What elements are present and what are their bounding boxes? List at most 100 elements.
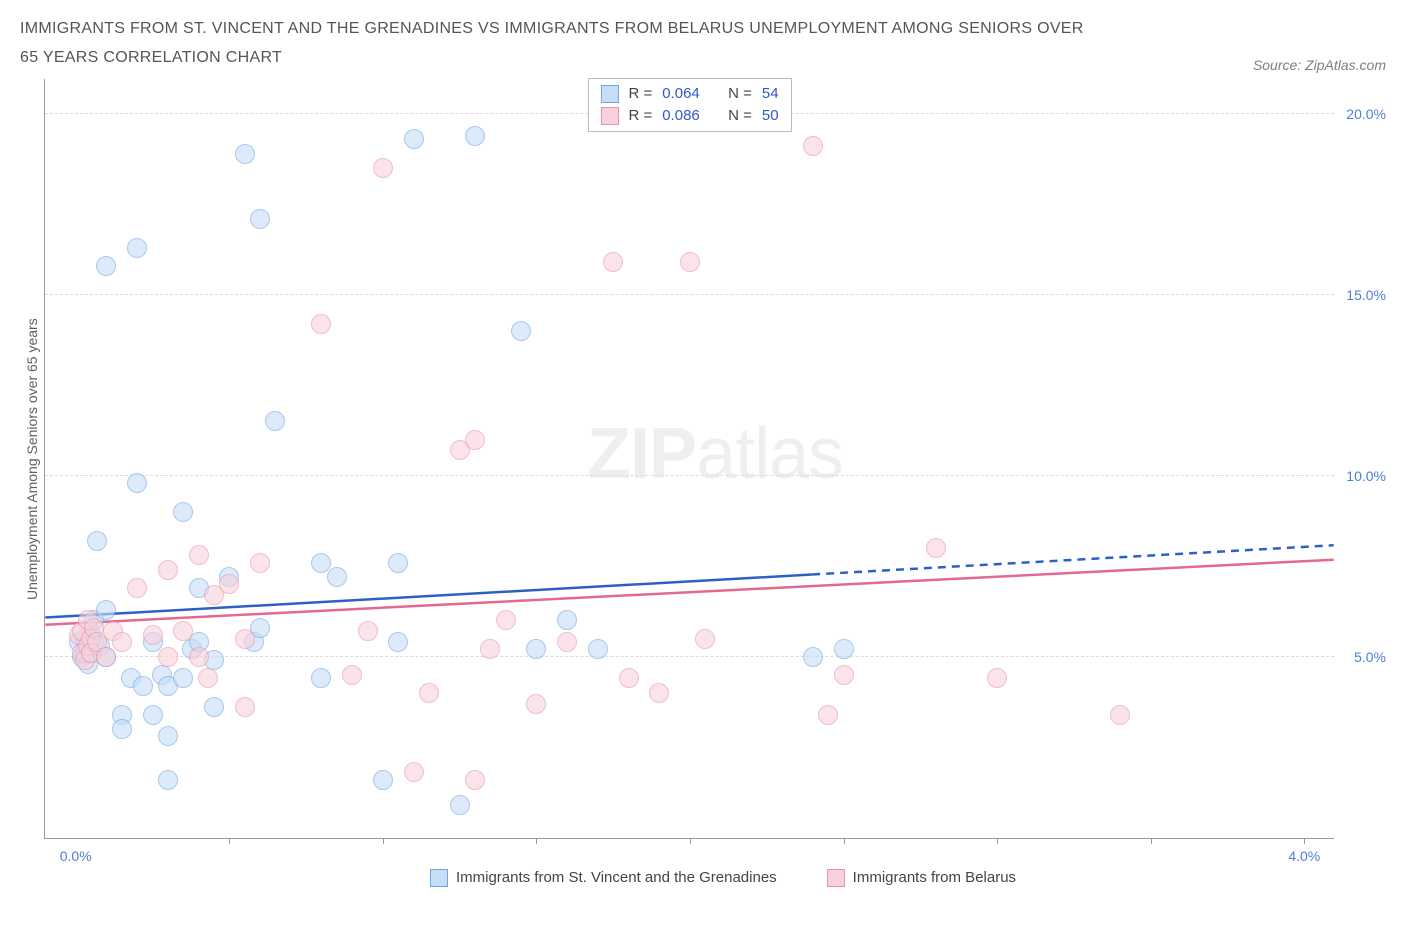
data-point-series-1 bbox=[198, 668, 218, 688]
n-label: N = bbox=[728, 85, 752, 102]
data-point-series-1 bbox=[112, 632, 132, 652]
data-point-series-0 bbox=[465, 126, 485, 146]
n-value-1: 54 bbox=[762, 85, 779, 102]
data-point-series-1 bbox=[619, 668, 639, 688]
data-point-series-1 bbox=[987, 668, 1007, 688]
data-point-series-0 bbox=[526, 639, 546, 659]
data-point-series-0 bbox=[112, 719, 132, 739]
data-point-series-1 bbox=[173, 621, 193, 641]
data-point-series-0 bbox=[450, 795, 470, 815]
data-point-series-0 bbox=[127, 473, 147, 493]
data-point-series-1 bbox=[189, 545, 209, 565]
x-tick-label-last: 4.0% bbox=[1288, 848, 1320, 864]
data-point-series-0 bbox=[87, 531, 107, 551]
r-label: R = bbox=[628, 85, 652, 102]
data-point-series-1 bbox=[358, 621, 378, 641]
y-tick-label: 15.0% bbox=[1346, 287, 1386, 303]
data-point-series-1 bbox=[404, 762, 424, 782]
data-point-series-1 bbox=[695, 629, 715, 649]
x-tick bbox=[229, 838, 230, 844]
x-tick bbox=[997, 838, 998, 844]
data-point-series-1 bbox=[1110, 705, 1130, 725]
data-point-series-0 bbox=[404, 129, 424, 149]
data-point-series-1 bbox=[96, 647, 116, 667]
data-point-series-1 bbox=[803, 136, 823, 156]
data-point-series-1 bbox=[926, 538, 946, 558]
chart-title: IMMIGRANTS FROM ST. VINCENT AND THE GREN… bbox=[20, 15, 1100, 73]
watermark-light: atlas bbox=[696, 414, 843, 494]
r-value-1: 0.064 bbox=[662, 85, 700, 102]
data-point-series-1 bbox=[342, 665, 362, 685]
x-tick bbox=[1151, 838, 1152, 844]
data-point-series-0 bbox=[173, 502, 193, 522]
legend-item-1: Immigrants from St. Vincent and the Gren… bbox=[430, 869, 777, 887]
x-tick bbox=[1304, 838, 1305, 844]
gridline bbox=[45, 294, 1334, 295]
data-point-series-0 bbox=[96, 256, 116, 276]
source-attribution: Source: ZipAtlas.com bbox=[1253, 57, 1386, 73]
source-label: Source: bbox=[1253, 57, 1301, 73]
data-point-series-1 bbox=[311, 314, 331, 334]
stats-legend-box: R = 0.064 N = 54 R = 0.086 N = 50 bbox=[587, 78, 791, 132]
data-point-series-1 bbox=[680, 252, 700, 272]
data-point-series-0 bbox=[834, 639, 854, 659]
y-axis-label: Unemployment Among Seniors over 65 years bbox=[20, 79, 44, 839]
stats-row-1: R = 0.064 N = 54 bbox=[596, 83, 782, 105]
data-point-series-1 bbox=[189, 647, 209, 667]
data-point-series-0 bbox=[127, 238, 147, 258]
data-point-series-0 bbox=[803, 647, 823, 667]
y-tick-label: 5.0% bbox=[1354, 649, 1386, 665]
trend-lines-overlay bbox=[45, 79, 1334, 838]
legend-swatch-1 bbox=[430, 869, 448, 887]
data-point-series-0 bbox=[250, 209, 270, 229]
data-point-series-0 bbox=[327, 567, 347, 587]
data-point-series-1 bbox=[526, 694, 546, 714]
data-point-series-0 bbox=[557, 610, 577, 630]
data-point-series-1 bbox=[834, 665, 854, 685]
data-point-series-1 bbox=[480, 639, 500, 659]
legend-label-1: Immigrants from St. Vincent and the Gren… bbox=[456, 869, 777, 886]
data-point-series-0 bbox=[388, 632, 408, 652]
y-tick-label: 20.0% bbox=[1346, 106, 1386, 122]
legend-item-2: Immigrants from Belarus bbox=[827, 869, 1016, 887]
x-tick-label-first: 0.0% bbox=[60, 848, 92, 864]
data-point-series-1 bbox=[158, 560, 178, 580]
data-point-series-0 bbox=[388, 553, 408, 573]
data-point-series-1 bbox=[465, 770, 485, 790]
source-name: ZipAtlas.com bbox=[1305, 57, 1386, 73]
data-point-series-0 bbox=[173, 668, 193, 688]
data-point-series-0 bbox=[311, 668, 331, 688]
data-point-series-0 bbox=[588, 639, 608, 659]
data-point-series-0 bbox=[373, 770, 393, 790]
data-point-series-1 bbox=[250, 553, 270, 573]
data-point-series-1 bbox=[127, 578, 147, 598]
x-tick bbox=[383, 838, 384, 844]
data-point-series-0 bbox=[158, 770, 178, 790]
series-swatch-2 bbox=[600, 107, 618, 125]
data-point-series-0 bbox=[204, 697, 224, 717]
data-point-series-0 bbox=[158, 726, 178, 746]
data-point-series-1 bbox=[158, 647, 178, 667]
stats-row-2: R = 0.086 N = 50 bbox=[596, 105, 782, 127]
n-label: N = bbox=[728, 107, 752, 124]
data-point-series-1 bbox=[235, 697, 255, 717]
data-point-series-1 bbox=[496, 610, 516, 630]
data-point-series-0 bbox=[143, 705, 163, 725]
chart-header: IMMIGRANTS FROM ST. VINCENT AND THE GREN… bbox=[20, 15, 1386, 73]
scatter-plot-area: ZIPatlas R = 0.064 N = 54 R = 0.086 N = … bbox=[44, 79, 1334, 839]
data-point-series-1 bbox=[465, 430, 485, 450]
data-point-series-1 bbox=[419, 683, 439, 703]
series-swatch-1 bbox=[600, 85, 618, 103]
r-label: R = bbox=[628, 107, 652, 124]
data-point-series-0 bbox=[235, 144, 255, 164]
data-point-series-1 bbox=[373, 158, 393, 178]
chart-container: Unemployment Among Seniors over 65 years… bbox=[20, 79, 1386, 839]
y-tick-label: 10.0% bbox=[1346, 468, 1386, 484]
data-point-series-1 bbox=[603, 252, 623, 272]
x-tick bbox=[690, 838, 691, 844]
x-tick bbox=[844, 838, 845, 844]
watermark-bold: ZIP bbox=[587, 414, 696, 494]
data-point-series-0 bbox=[265, 411, 285, 431]
r-value-2: 0.086 bbox=[662, 107, 700, 124]
data-point-series-0 bbox=[133, 676, 153, 696]
